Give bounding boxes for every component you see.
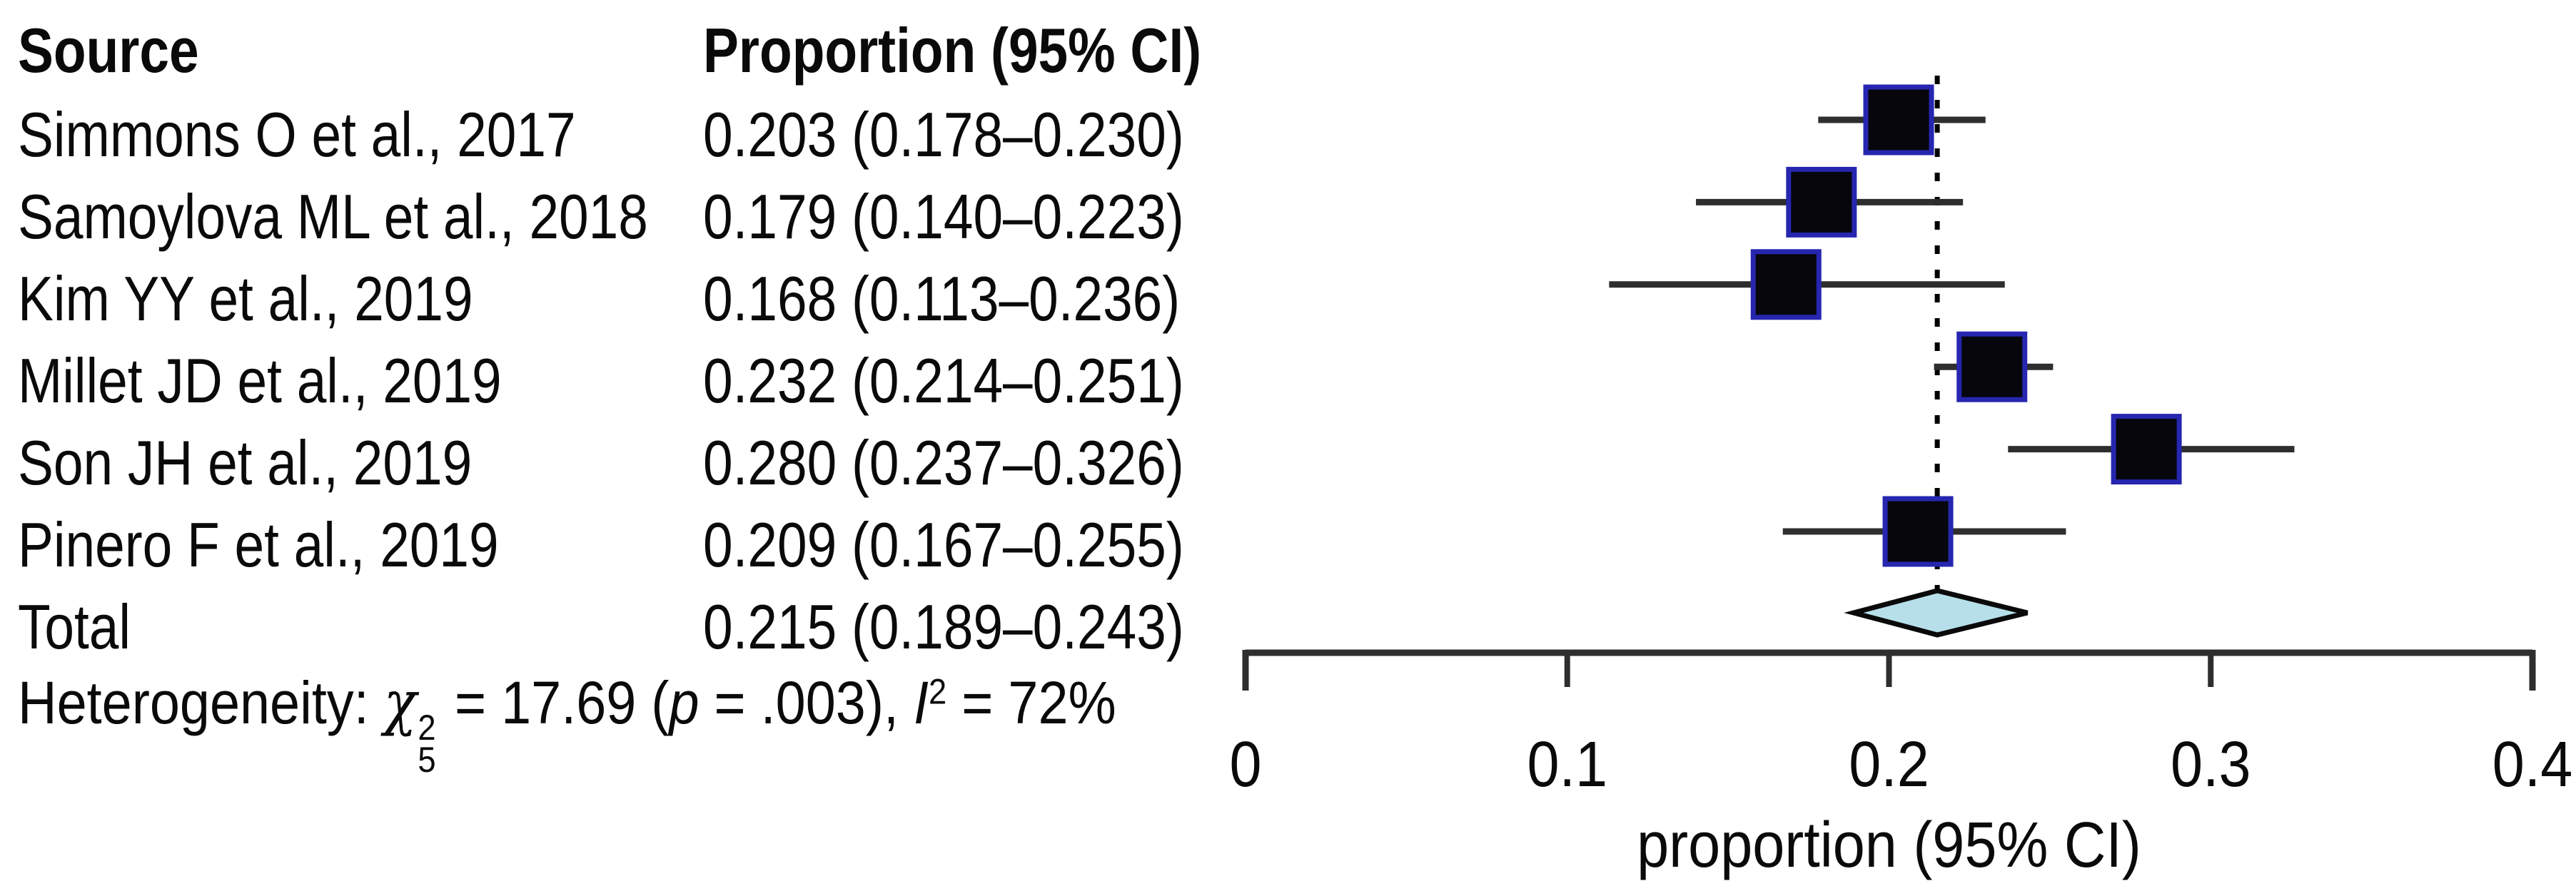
- source-column-header: Source: [18, 15, 199, 86]
- p-symbol: p: [669, 669, 699, 736]
- total-label: Total: [18, 591, 131, 662]
- pooled-diamond: [1844, 588, 2029, 638]
- x-axis-tick-label: 0: [1229, 728, 1261, 800]
- table-row: Simmons O et al., 2017 0.203 (0.178–0.23…: [0, 103, 1278, 182]
- x-axis-title: proportion (95% CI): [1637, 809, 2141, 881]
- chi-value: = 17.69 (: [439, 669, 670, 736]
- x-axis-tick-label: 0.4: [2492, 728, 2573, 800]
- x-axis-tick-label: 0.3: [2171, 728, 2251, 800]
- study-label: Pinero F et al., 2019: [18, 509, 499, 580]
- study-proportion-value: 0.203 (0.178–0.230): [703, 99, 1184, 170]
- table-row: Millet JD et al., 2019 0.232 (0.214–0.25…: [0, 350, 1278, 428]
- study-label: Millet JD et al., 2019: [18, 345, 502, 416]
- x-axis-tick-label: 0.2: [1849, 728, 1929, 800]
- i-squared-symbol: I: [914, 669, 929, 736]
- total-row: Total 0.215 (0.189–0.243): [0, 596, 1278, 674]
- total-proportion-value: 0.215 (0.189–0.243): [703, 591, 1184, 662]
- x-axis-tick-label: 0.1: [1527, 728, 1607, 800]
- i-squared-value: = 72%: [946, 669, 1116, 736]
- effect-square: [1882, 496, 1954, 567]
- table-row: Son JH et al., 2019 0.280 (0.237–0.326): [0, 432, 1278, 510]
- effect-square: [1786, 166, 1857, 238]
- table-row: Kim YY et al., 2019 0.168 (0.113–0.236): [0, 268, 1278, 346]
- study-label: Kim YY et al., 2019: [18, 263, 473, 334]
- study-label: Samoylova ML et al., 2018: [18, 181, 648, 252]
- effect-square: [1863, 84, 1934, 156]
- proportion-column-header: Proportion (95% CI): [703, 15, 1202, 86]
- heterogeneity-label: Heterogeneity:: [18, 669, 384, 736]
- study-proportion-value: 0.168 (0.113–0.236): [703, 263, 1181, 334]
- chi-symbol: χ: [383, 668, 417, 738]
- table-row: Samoylova ML et al., 2018 0.179 (0.140–0…: [0, 185, 1278, 264]
- effect-square: [1956, 331, 2028, 402]
- effect-square: [1750, 249, 1822, 320]
- table-row: Pinero F et al., 2019 0.209 (0.167–0.255…: [0, 514, 1278, 592]
- table-header-row: Source Proportion (95% CI): [0, 19, 1278, 98]
- study-proportion-value: 0.179 (0.140–0.223): [703, 181, 1184, 252]
- study-label: Son JH et al., 2019: [18, 427, 473, 498]
- study-label: Simmons O et al., 2017: [18, 99, 576, 170]
- p-value: = .003),: [699, 669, 914, 736]
- effect-square: [2111, 414, 2182, 485]
- study-proportion-value: 0.209 (0.167–0.255): [703, 509, 1184, 580]
- study-proportion-value: 0.232 (0.214–0.251): [703, 345, 1184, 416]
- study-proportion-value: 0.280 (0.237–0.326): [703, 427, 1184, 498]
